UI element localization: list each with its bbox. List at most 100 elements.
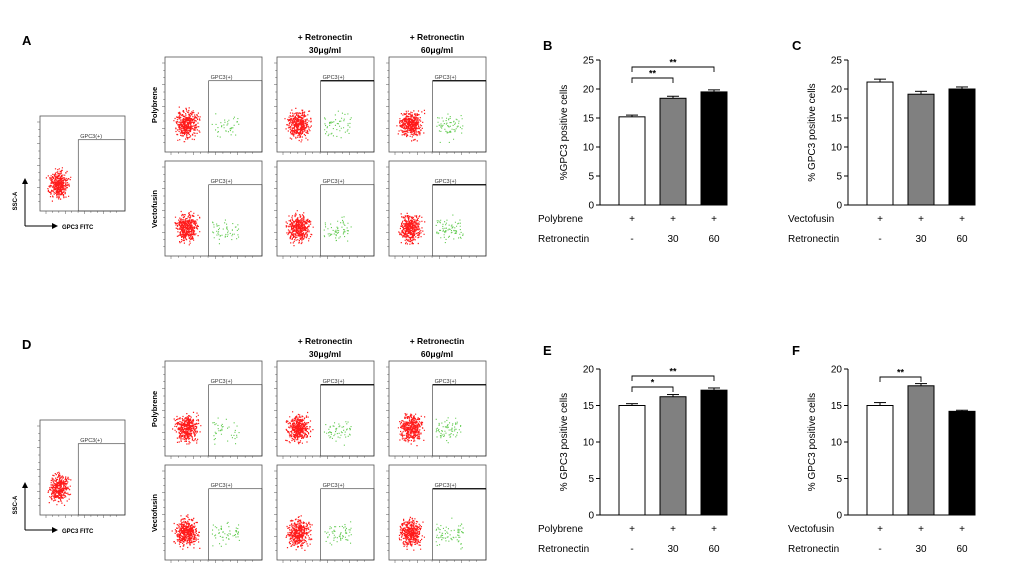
y-tick-label: 15 <box>583 114 595 125</box>
positive-events <box>324 521 352 546</box>
flow-plot: GPC3(+) <box>386 464 487 563</box>
flow-panel-A: A + Retronectin 30μg/ml + Retronectin 60μg/m… <box>13 32 487 259</box>
y-arrowhead <box>22 482 28 488</box>
y-tick-label: 10 <box>831 143 843 154</box>
bar <box>866 405 894 516</box>
condition-value: 30 <box>667 544 679 555</box>
flow-plot: GPC3(+) <box>386 56 487 155</box>
condition-value: 60 <box>708 234 720 245</box>
condition-label: Retronectin <box>788 544 839 555</box>
bar <box>659 97 687 206</box>
condition-value: + <box>711 524 717 535</box>
plot-frame <box>276 160 375 257</box>
y-tick-label: 15 <box>583 401 595 412</box>
plot-frame <box>39 115 126 212</box>
negative-events <box>398 516 425 551</box>
condition-value: + <box>670 524 676 535</box>
significance-bracket <box>631 375 715 381</box>
y-tick-label: 0 <box>836 511 842 522</box>
y-axis-label: % GPC3 positive cells <box>807 83 818 181</box>
gate-label: GPC3(+) <box>80 134 102 140</box>
gate-label: GPC3(+) <box>435 483 457 489</box>
gate-label: GPC3(+) <box>80 438 102 444</box>
negative-events <box>45 167 72 202</box>
negative-events <box>285 411 314 445</box>
y-tick-label: 0 <box>588 201 594 212</box>
plot-frame <box>388 160 487 257</box>
panel-letter: B <box>543 38 552 53</box>
y-tick-label: 5 <box>588 172 594 183</box>
column-header: + Retronectin <box>410 336 465 346</box>
gate-box <box>77 139 126 212</box>
bar <box>907 385 935 516</box>
column-header: + Retronectin <box>298 32 353 42</box>
gate-label: GPC3(+) <box>323 179 345 185</box>
panel-letter: F <box>792 343 800 358</box>
negative-events <box>396 109 426 142</box>
condition-value: + <box>918 214 924 225</box>
y-tick-label: 10 <box>583 143 595 154</box>
condition-value: + <box>959 524 965 535</box>
condition-value: + <box>959 214 965 225</box>
control-plot: GPC3(+) <box>37 115 126 214</box>
gate-label: GPC3(+) <box>211 379 233 385</box>
condition-value: + <box>877 524 883 535</box>
y-tick-label: 20 <box>831 365 843 376</box>
column-header: + Retronectin <box>298 336 353 346</box>
control-plot: GPC3(+) <box>37 419 126 518</box>
y-axis-label: % GPC3 positive cells <box>807 393 818 491</box>
y-arrowhead <box>22 178 28 184</box>
panel-letter: C <box>792 38 802 53</box>
negative-events <box>174 210 201 246</box>
y-tick-label: 5 <box>836 474 842 485</box>
y-tick-label: 0 <box>836 201 842 212</box>
condition-value: + <box>877 214 883 225</box>
bar <box>948 410 976 516</box>
y-tick-label: 15 <box>831 401 843 412</box>
condition-value: 30 <box>915 234 927 245</box>
gate-box <box>208 184 263 257</box>
y-tick-label: 25 <box>583 56 595 67</box>
gate-label: GPC3(+) <box>435 75 457 81</box>
negative-events <box>398 212 426 245</box>
significance-label: ** <box>897 368 905 378</box>
y-axis-label: %GPC3 positive cells <box>559 85 570 181</box>
plot-frame <box>388 56 487 153</box>
significance-bracket <box>631 386 674 392</box>
plot-frame <box>388 464 487 561</box>
gate-box <box>77 443 126 516</box>
negative-events <box>47 471 72 506</box>
flow-plot: GPC3(+) <box>162 56 263 155</box>
positive-events <box>212 417 240 445</box>
plot-frame <box>276 360 375 457</box>
negative-events <box>285 210 314 247</box>
bar <box>700 91 728 206</box>
y-tick-label: 10 <box>583 438 595 449</box>
gate-box <box>208 80 263 153</box>
gate-label: GPC3(+) <box>323 75 345 81</box>
negative-events <box>172 411 202 445</box>
condition-value: + <box>711 214 717 225</box>
condition-label: Vectofusin <box>788 524 834 535</box>
control-y-label: SSC-A <box>13 495 19 514</box>
gate-label: GPC3(+) <box>211 75 233 81</box>
negative-events <box>397 413 426 447</box>
bar-chart-F: F 0 5 10 15 20 % GPC3 positive cells ** Vectofus… <box>788 343 976 555</box>
negative-events <box>285 515 313 551</box>
condition-label: Retronectin <box>788 234 839 245</box>
positive-events <box>323 216 352 242</box>
y-tick-label: 20 <box>831 85 843 96</box>
column-header: 30μg/ml <box>309 349 341 359</box>
flow-plot: GPC3(+) <box>274 160 375 259</box>
column-header: 60μg/ml <box>421 45 453 55</box>
flow-plot: GPC3(+) <box>162 360 263 459</box>
bar <box>907 93 935 206</box>
panel-letter: E <box>543 343 552 358</box>
significance-bracket <box>631 77 674 83</box>
bar <box>700 389 728 516</box>
control-y-label: SSC-A <box>13 191 19 210</box>
condition-value: - <box>630 234 633 245</box>
condition-value: + <box>629 524 635 535</box>
significance-label: ** <box>669 367 677 377</box>
